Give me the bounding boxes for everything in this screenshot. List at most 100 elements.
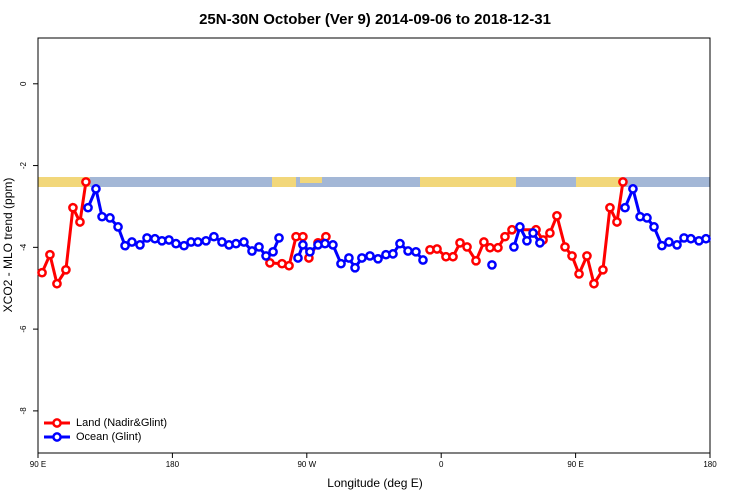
data-point bbox=[344, 253, 354, 263]
data-point bbox=[293, 253, 303, 263]
data-point bbox=[373, 253, 383, 264]
data-point bbox=[485, 242, 495, 253]
data-point bbox=[350, 262, 360, 273]
data-point bbox=[567, 251, 577, 261]
land-ocean-strip bbox=[38, 177, 710, 187]
data-point bbox=[81, 177, 91, 187]
data-point bbox=[274, 233, 284, 243]
data-point bbox=[545, 228, 555, 238]
x-tick-label: 90 E bbox=[567, 460, 583, 469]
data-point bbox=[500, 231, 510, 242]
x-tick-label: 0 bbox=[439, 460, 444, 469]
y-tick-label: -6 bbox=[19, 325, 28, 333]
data-point bbox=[418, 255, 428, 265]
data-point bbox=[201, 235, 211, 246]
data-point bbox=[686, 233, 696, 244]
legend-marker bbox=[52, 418, 62, 428]
data-point bbox=[411, 246, 421, 257]
data-point bbox=[120, 240, 130, 251]
data-point bbox=[515, 222, 525, 232]
legend-label: Land (Nadir&Glint) bbox=[76, 417, 167, 429]
data-point bbox=[179, 240, 189, 251]
y-axis-label: XCO2 - MLO trend (ppm) bbox=[1, 178, 15, 313]
data-point bbox=[479, 237, 489, 247]
x-tick-label: 180 bbox=[703, 460, 717, 469]
data-point bbox=[432, 244, 442, 254]
data-point bbox=[164, 235, 174, 245]
legend-label: Ocean (Glint) bbox=[76, 431, 141, 443]
data-point bbox=[560, 242, 570, 252]
data-point bbox=[328, 240, 338, 250]
data-point bbox=[97, 211, 107, 222]
data-point bbox=[657, 240, 667, 251]
data-point bbox=[522, 235, 532, 246]
data-point bbox=[552, 211, 562, 221]
data-point bbox=[493, 242, 503, 253]
data-point bbox=[620, 202, 630, 213]
legend-marker bbox=[52, 432, 62, 442]
data-point bbox=[628, 184, 638, 194]
data-point bbox=[91, 184, 101, 194]
data-point bbox=[509, 242, 519, 252]
data-point bbox=[254, 242, 264, 252]
data-point bbox=[320, 238, 330, 249]
data-point bbox=[365, 251, 375, 261]
data-point bbox=[582, 251, 592, 261]
data-point bbox=[113, 222, 123, 232]
data-point bbox=[336, 258, 346, 269]
data-point bbox=[462, 242, 472, 252]
chart-title: 25N-30N October (Ver 9) 2014-09-06 to 20… bbox=[199, 11, 551, 28]
y-tick-label: -4 bbox=[19, 243, 28, 251]
data-point bbox=[395, 238, 405, 249]
data-point bbox=[127, 237, 137, 247]
data-point bbox=[612, 217, 622, 227]
data-point bbox=[403, 246, 413, 256]
data-point bbox=[535, 237, 545, 248]
data-point bbox=[68, 202, 78, 213]
y-tick-label: 0 bbox=[19, 81, 28, 86]
data-point bbox=[261, 251, 271, 261]
data-point bbox=[268, 246, 278, 257]
data-point bbox=[605, 202, 615, 213]
data-point bbox=[52, 278, 62, 289]
data-point bbox=[239, 237, 249, 247]
data-point bbox=[265, 258, 275, 268]
data-point bbox=[209, 231, 219, 242]
y-tick-label: -2 bbox=[19, 161, 28, 169]
data-point bbox=[574, 269, 584, 279]
data-point bbox=[589, 278, 599, 289]
data-point bbox=[284, 260, 294, 271]
data-point bbox=[649, 222, 659, 232]
data-point bbox=[75, 217, 85, 227]
data-point bbox=[528, 228, 538, 238]
data-point bbox=[298, 231, 308, 242]
data-point bbox=[642, 213, 652, 223]
data-point bbox=[37, 267, 47, 278]
data-point bbox=[618, 177, 628, 187]
data-point bbox=[193, 237, 203, 247]
x-axis-label: Longitude (deg E) bbox=[327, 476, 422, 490]
data-point bbox=[83, 202, 93, 213]
data-point bbox=[357, 253, 367, 263]
data-point bbox=[105, 213, 115, 223]
x-tick-label: 90 W bbox=[297, 460, 316, 469]
data-point bbox=[507, 224, 517, 235]
data-point bbox=[231, 238, 241, 249]
data-point bbox=[455, 237, 465, 248]
data-point bbox=[142, 233, 152, 243]
data-point bbox=[45, 249, 55, 260]
plot-frame bbox=[37, 37, 711, 454]
data-point bbox=[471, 255, 481, 266]
y-tick-label: -8 bbox=[19, 407, 28, 415]
data-point bbox=[701, 233, 711, 244]
data-point bbox=[487, 260, 497, 270]
data-point bbox=[247, 246, 257, 256]
data-point bbox=[171, 238, 181, 249]
data-point bbox=[61, 264, 71, 275]
data-point bbox=[298, 240, 308, 250]
data-point bbox=[448, 251, 458, 262]
data-point bbox=[135, 240, 145, 250]
data-point bbox=[388, 249, 398, 259]
